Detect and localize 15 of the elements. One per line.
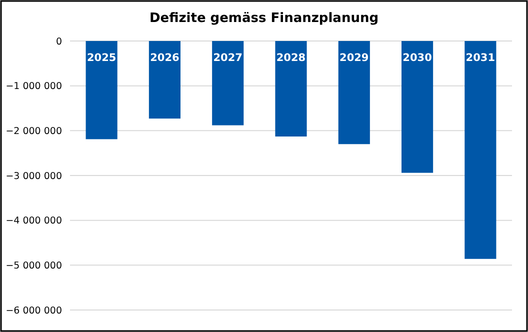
x-tick-label: 2026: [150, 52, 180, 64]
y-tick-label: −1 000 000: [6, 81, 62, 92]
y-tick-label: −6 000 000: [6, 305, 62, 316]
chart-title: Defizite gemäss Finanzplanung: [149, 11, 379, 26]
y-tick-label: 0: [56, 36, 62, 48]
y-tick-label: −4 000 000: [6, 216, 62, 227]
x-tick-label: 2031: [466, 52, 496, 64]
x-tick-label: 2029: [340, 52, 369, 64]
y-tick-label: −2 000 000: [6, 126, 62, 137]
x-tick-label: 2030: [402, 52, 432, 64]
y-tick-label: −5 000 000: [6, 260, 62, 272]
x-tick-label: 2025: [86, 52, 116, 64]
y-tick-label: −3 000 000: [6, 170, 62, 182]
x-tick-label: 2028: [276, 52, 306, 64]
x-tick-label: 2027: [213, 52, 242, 64]
